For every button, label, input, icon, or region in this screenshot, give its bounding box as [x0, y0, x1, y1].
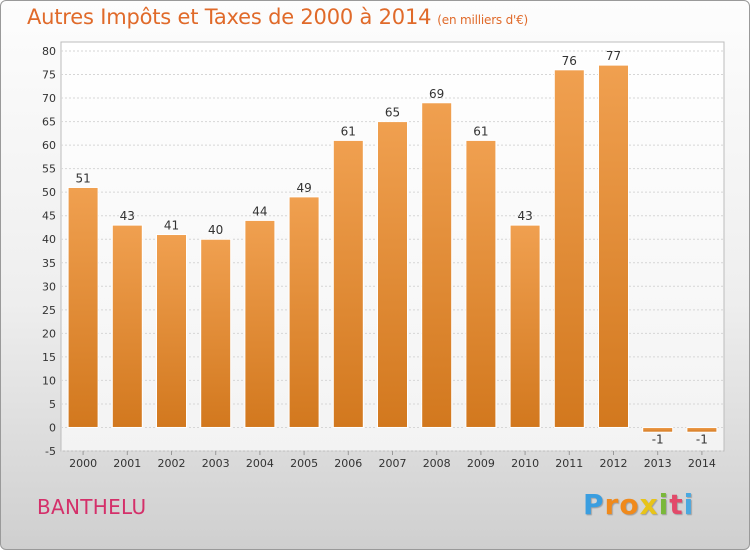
data-label-2012: 77: [606, 49, 621, 63]
bar-2014: [686, 426, 718, 433]
chart-title: Autres Impôts et Taxes de 2000 à 2014 (en…: [27, 5, 528, 29]
y-tick-label: 50: [42, 186, 56, 199]
bar-2011: [553, 69, 585, 428]
data-label-2004: 44: [252, 204, 267, 218]
bar-2001: [111, 224, 143, 428]
y-tick-label: 10: [42, 374, 56, 387]
bar-2012: [598, 64, 629, 428]
y-tick-label: -5: [45, 445, 56, 458]
bar-2010: [509, 224, 541, 428]
y-tick-label: 80: [42, 45, 56, 58]
title-text: Autres Impôts et Taxes de 2000 à 2014: [27, 5, 432, 29]
bar-2007: [377, 121, 408, 428]
bar-2008: [421, 102, 453, 428]
title-unit: (en milliers d'€): [437, 13, 529, 27]
data-label-2011: 76: [562, 54, 577, 68]
x-tick-label: 2014: [688, 457, 716, 470]
bar-2006: [332, 139, 364, 428]
bar-2009: [465, 139, 497, 428]
x-tick-label: 2007: [379, 457, 407, 470]
data-label-2010: 43: [517, 209, 532, 223]
x-tick-label: 2005: [290, 457, 318, 470]
x-tick-label: 2002: [158, 457, 186, 470]
bar-2005: [288, 196, 320, 428]
data-label-2008: 69: [429, 87, 444, 101]
y-tick-label: 70: [42, 92, 56, 105]
y-tick-label: 40: [42, 233, 56, 246]
bar-2000: [67, 186, 99, 428]
y-tick-label: 30: [42, 280, 56, 293]
x-tick-label: 2011: [555, 457, 583, 470]
brand-letter: t: [669, 488, 684, 521]
data-label-2002: 41: [164, 219, 179, 233]
data-label-2003: 40: [208, 223, 223, 237]
data-label-2007: 65: [385, 106, 400, 120]
x-tick-label: 2008: [423, 457, 451, 470]
y-tick-label: 20: [42, 327, 56, 340]
data-label-2009: 61: [473, 124, 488, 138]
y-tick-label: 65: [42, 116, 56, 129]
x-tick-label: 2003: [202, 457, 230, 470]
data-label-2014: -1: [696, 432, 708, 446]
y-tick-label: 15: [42, 351, 56, 364]
x-tick-label: 2010: [511, 457, 539, 470]
x-tick-label: 2001: [113, 457, 141, 470]
x-tick-label: 2000: [69, 457, 97, 470]
x-tick-label: 2004: [246, 457, 274, 470]
bar-2004: [244, 219, 276, 428]
y-tick-label: 5: [49, 398, 56, 411]
data-label-2013: -1: [652, 432, 664, 446]
brand-logo: Proxiti: [583, 488, 694, 521]
y-tick-label: 55: [42, 163, 56, 176]
y-tick-label: 0: [49, 421, 56, 434]
y-tick-label: 60: [42, 139, 56, 152]
data-label-2000: 51: [75, 171, 90, 185]
bar-2002: [156, 234, 187, 428]
brand-letter: P: [583, 488, 605, 521]
place-label: BANTHELU: [37, 495, 147, 519]
bars: 51 43 41 40 44 49 61 65 69 61 43 76 77 -1 -1: [67, 49, 718, 446]
data-label-2005: 49: [296, 181, 311, 195]
brand-letter: x: [639, 488, 659, 521]
y-tick-label: 25: [42, 304, 56, 317]
x-tick-label: 2013: [644, 457, 672, 470]
x-tick-label: 2012: [600, 457, 628, 470]
bar-2013: [642, 426, 674, 433]
brand-letter: o: [619, 488, 640, 521]
y-tick-label: 45: [42, 210, 56, 223]
brand-letter: i: [683, 488, 695, 521]
data-label-2006: 61: [341, 124, 356, 138]
x-tick-label: 2009: [467, 457, 495, 470]
brand-letter: r: [604, 488, 620, 521]
brand-letter: i: [658, 488, 670, 521]
y-tick-label: 35: [42, 257, 56, 270]
x-tick-label: 2006: [334, 457, 362, 470]
data-label-2001: 43: [120, 209, 135, 223]
y-axis: -5 0 5 10 15 20 25 30 35 40 45 50 55 60 65 70 75 80: [42, 45, 56, 458]
bar-2003: [200, 238, 232, 428]
y-tick-label: 75: [42, 69, 56, 82]
x-axis: 2000 2001 2002 2003 2004 2005 2006 2007 2008 2009…: [69, 451, 716, 470]
